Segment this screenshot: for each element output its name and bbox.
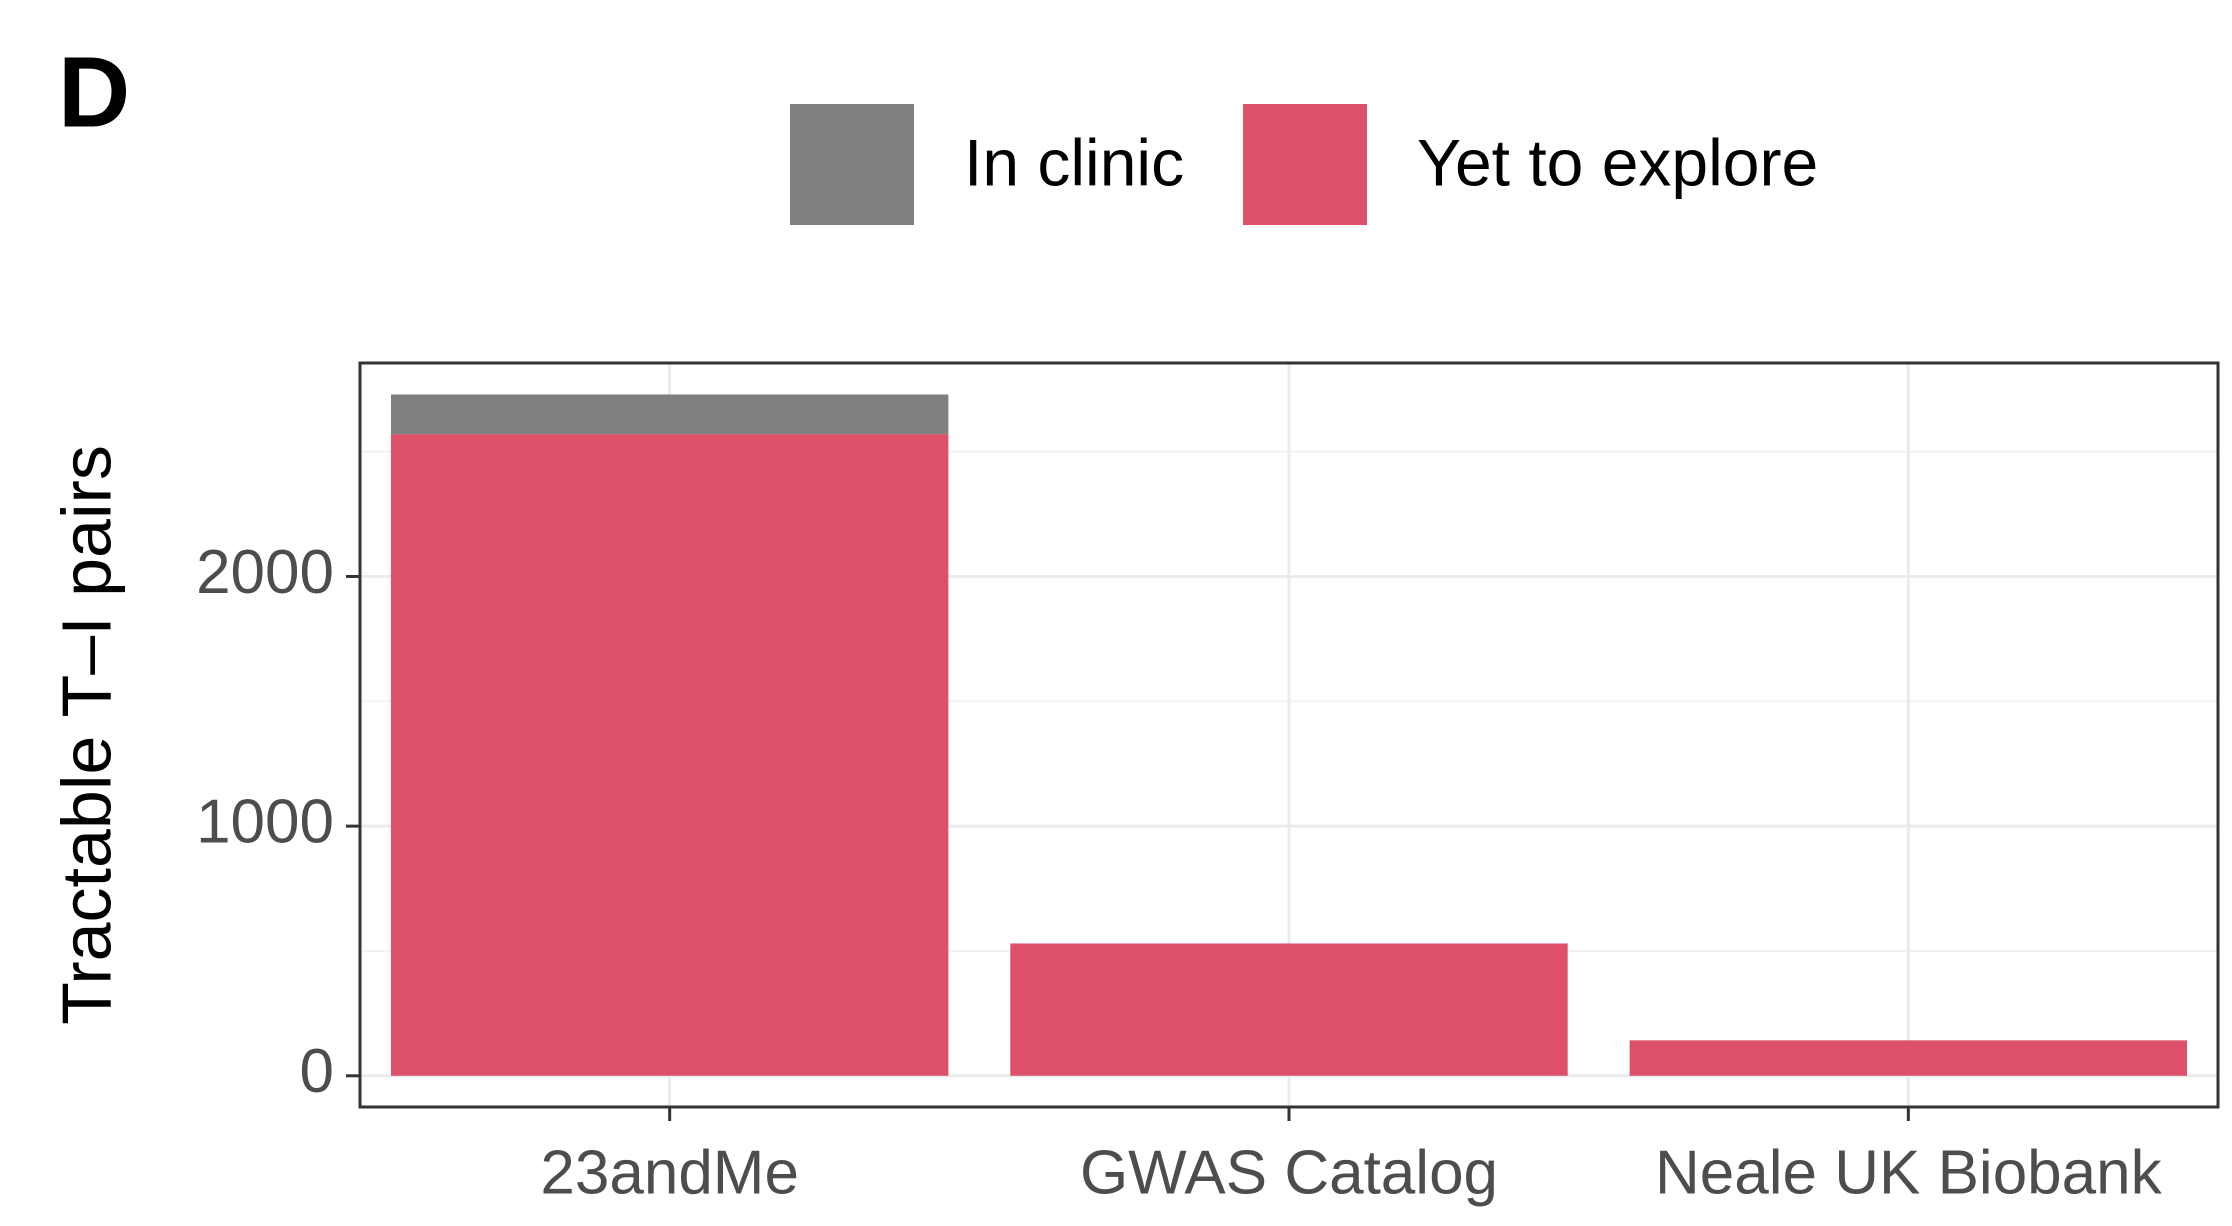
bar-segment xyxy=(390,394,949,435)
y-tick-label: 2000 xyxy=(196,538,334,607)
legend-swatch xyxy=(1243,104,1367,225)
bar-segment xyxy=(390,434,949,1076)
legend-swatch xyxy=(790,104,914,225)
legend-label: Yet to explore xyxy=(1417,125,1818,199)
y-tick-label: 0 xyxy=(300,1037,334,1106)
legend-label: In clinic xyxy=(964,125,1184,199)
x-tick-label: GWAS Catalog xyxy=(1080,1138,1498,1207)
y-axis-title: Tractable T–I pairs xyxy=(47,445,125,1025)
x-tick-label: Neale UK Biobank xyxy=(1655,1138,2163,1207)
bar-segment xyxy=(1010,943,1568,1076)
bar-segment xyxy=(1629,1040,2188,1076)
x-tick-label: 23andMe xyxy=(540,1138,799,1207)
panel-border xyxy=(358,361,2220,1109)
panel-label: D xyxy=(58,36,130,148)
y-tick-label: 1000 xyxy=(196,788,334,857)
